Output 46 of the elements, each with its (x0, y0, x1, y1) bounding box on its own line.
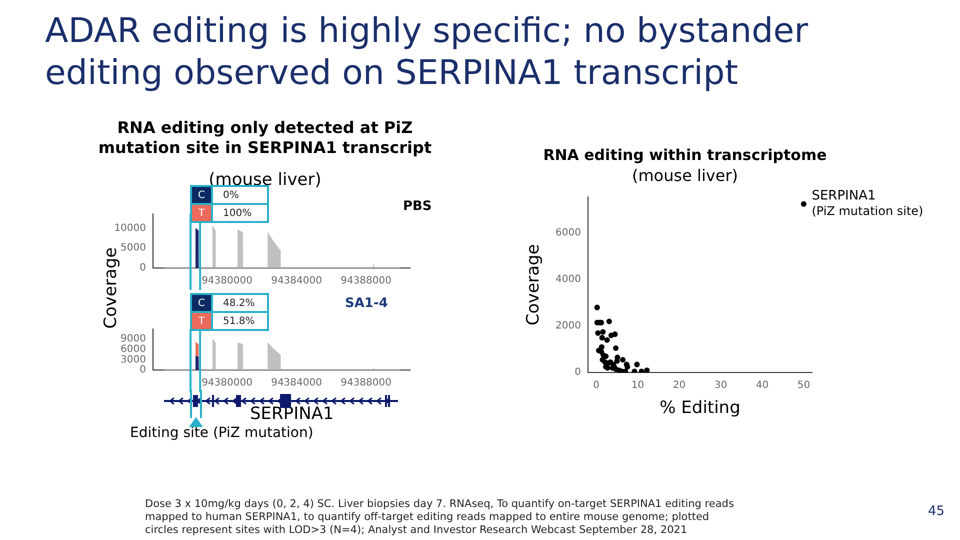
y-tick-label: 2000 (556, 320, 581, 332)
y-tick-label: 5000 (120, 242, 146, 254)
text: C (190, 293, 213, 313)
text: SA1-4 (345, 296, 388, 311)
text: 0% (211, 185, 269, 205)
x-tick-label: 94380000 (202, 378, 252, 389)
text: T (190, 311, 213, 331)
text: 51.8% (211, 311, 269, 331)
text: C (198, 190, 205, 201)
x-tick-label: 94384000 (271, 276, 322, 287)
x-tick-label: 94380000 (202, 276, 252, 287)
text: SERPINA1 (250, 404, 334, 424)
y-tick-label: 0 (140, 262, 146, 274)
x-axis-title: % Editing (660, 398, 740, 418)
x-tick-label: 50 (797, 380, 810, 392)
chart-subtitle: RNA editing only detected at PiZ mutation site in SERPINA1 transcript (97, 118, 433, 158)
x-tick-label: 0 (593, 380, 600, 392)
text: Dose 3 x 10mg/kg days (0, 2, 4) SC. Liver biopsies day 7. RNAseq, To quantify on-target SERPINA1 editing reads mapped to human SERPINA1, to quantify off-target editing reads mapped to entire mouse genome; plotted circles represent sites with LOD>3 (N=4); Analyst and Investor Research Webcast September 28, 2021 (145, 498, 735, 537)
annotation: PBS (403, 199, 432, 214)
text: Editing site (PiZ mutation) (130, 425, 314, 441)
annotation: SERPINA1 (812, 188, 876, 204)
x-tick-label: 40 (756, 380, 769, 392)
x-tick-label: 20 (672, 380, 686, 392)
chart-title: ADAR editing is highly specific; no bystander editing observed on SERPINA1 transcript (45, 10, 810, 94)
annotation: (PiZ mutation site) (812, 204, 924, 218)
text: 48.2% (211, 293, 269, 313)
y-tick-label: 6000 (120, 344, 146, 355)
annotation: T (190, 203, 213, 223)
y-tick-label: 10000 (114, 222, 146, 234)
y-tick-label: 0 (140, 364, 146, 376)
y-tick-label: 0 (574, 367, 581, 378)
text: 45 (928, 504, 945, 519)
chart-subtitle: (mouse liver) (630, 166, 740, 185)
y-tick-label: 3000 (120, 354, 146, 366)
y-axis-title: Coverage (101, 246, 121, 331)
chart-title: RNA editing within transcriptome (542, 146, 828, 164)
x-tick-label: 94384000 (271, 378, 322, 389)
y-tick-label: 4000 (556, 274, 581, 286)
x-tick-label: 10 (631, 380, 644, 392)
y-tick-label: 6000 (556, 228, 581, 239)
x-tick-label: 30 (714, 380, 728, 392)
x-tick-label: 94388000 (340, 276, 392, 287)
y-tick-label: 9000 (120, 334, 146, 345)
annotation: 100% (211, 203, 269, 223)
y-axis-title: Coverage (524, 244, 544, 326)
x-tick-label: 94388000 (340, 378, 392, 389)
